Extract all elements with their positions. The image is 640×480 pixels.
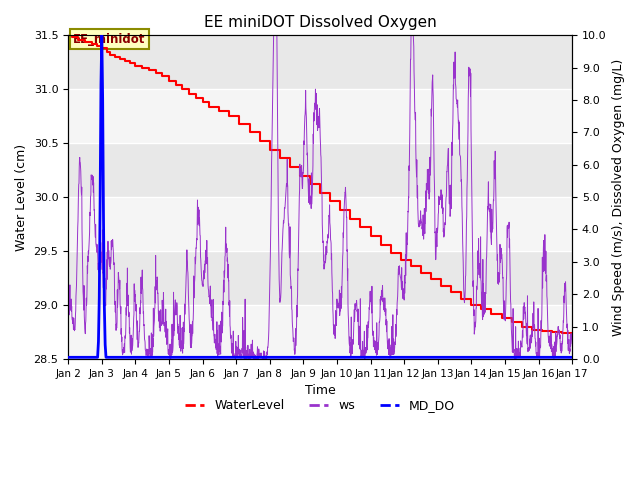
Legend: WaterLevel, ws, MD_DO: WaterLevel, ws, MD_DO (180, 395, 460, 418)
Bar (68, 36, 572, 89)
Title: EE miniDOT Dissolved Oxygen: EE miniDOT Dissolved Oxygen (204, 15, 436, 30)
Bar (68, 305, 572, 359)
Bar (68, 89, 572, 143)
Y-axis label: Water Level (cm): Water Level (cm) (15, 144, 28, 251)
Bar (68, 251, 572, 305)
X-axis label: Time: Time (305, 384, 335, 397)
Text: EE_minidot: EE_minidot (73, 33, 145, 46)
Bar (68, 143, 572, 197)
Bar (68, 197, 572, 251)
Y-axis label: Wind Speed (m/s), Dissolved Oxygen (mg/L): Wind Speed (m/s), Dissolved Oxygen (mg/L… (612, 59, 625, 336)
